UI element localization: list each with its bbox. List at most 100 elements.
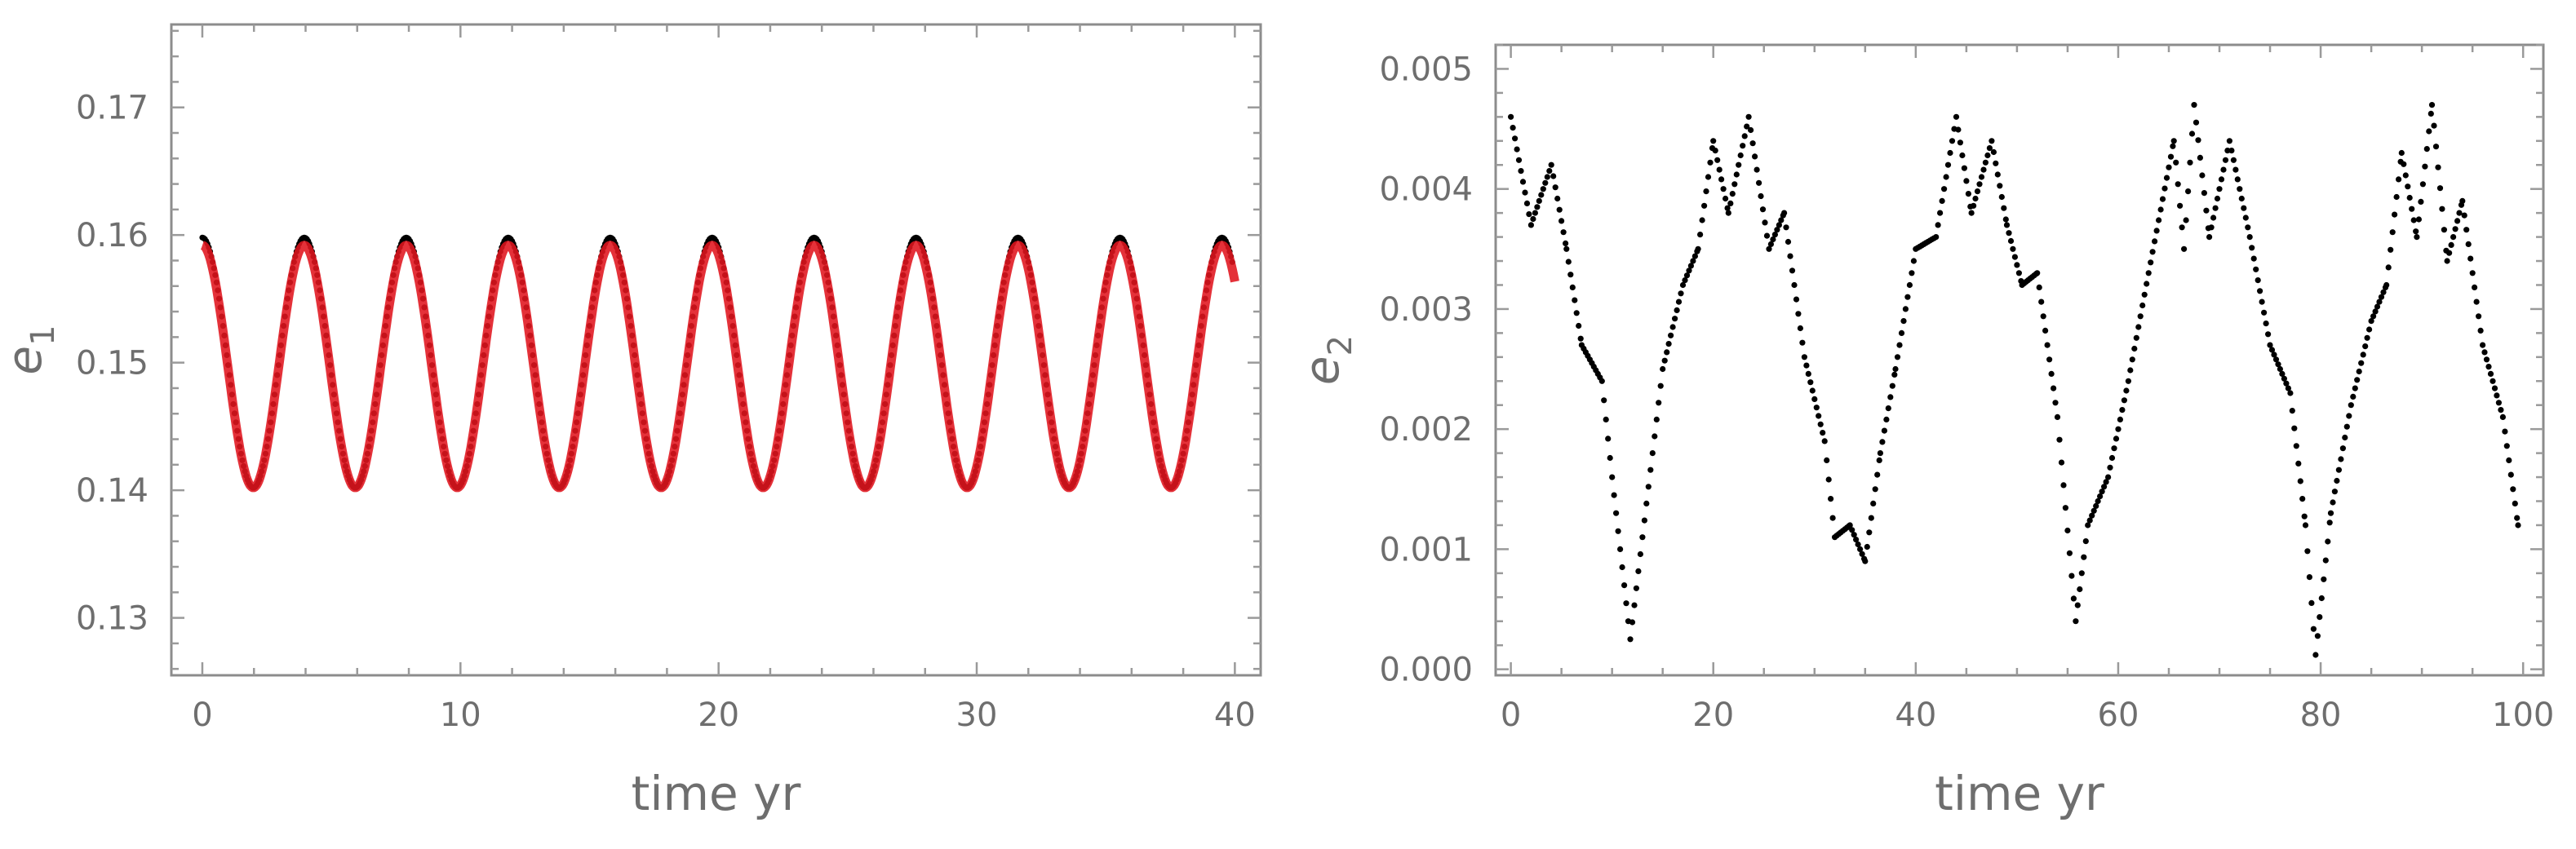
- data-point: [2427, 110, 2434, 117]
- data-point: [2148, 259, 2154, 266]
- data-point: [2376, 298, 2383, 305]
- data-point: [1957, 139, 1963, 146]
- data-point: [1752, 153, 1758, 160]
- data-point: [2011, 254, 2018, 260]
- data-point: [2220, 166, 2227, 173]
- data-point: [1795, 311, 1802, 317]
- data-point: [2246, 234, 2253, 241]
- data-point: [1619, 564, 1625, 571]
- data-point: [2512, 500, 2518, 507]
- data-point: [2185, 188, 2192, 195]
- data-point: [2494, 392, 2500, 399]
- data-point: [2257, 288, 2263, 294]
- data-point: [1723, 195, 1729, 202]
- data-point: [2074, 602, 2081, 608]
- data-point: [2415, 216, 2422, 223]
- data-point: [2272, 356, 2280, 363]
- data-point: [2302, 522, 2309, 528]
- data-point: [2006, 230, 2012, 237]
- data-point: [1629, 619, 1636, 626]
- data-point: [1725, 210, 1731, 216]
- data-point: [2177, 202, 2184, 209]
- data-point: [2419, 181, 2426, 188]
- data-point: [2001, 205, 2007, 211]
- data-point: [2015, 270, 2022, 276]
- chart-e1: 0 10 20 30 40 0.13 0.14 0.15 0.16 0.17 time yr e1: [0, 23, 1262, 821]
- data-point: [1993, 160, 1999, 166]
- x-tick-label: 0: [1501, 696, 1521, 734]
- data-point: [1910, 258, 1917, 264]
- y-tick-label: 0.005: [1379, 51, 1473, 88]
- data-point: [2099, 489, 2105, 495]
- data-point: [2418, 198, 2424, 205]
- data-point: [2060, 482, 2067, 489]
- data-point: [1538, 192, 1545, 198]
- data-point: [2483, 356, 2490, 363]
- data-point: [2385, 264, 2392, 271]
- data-point: [2167, 153, 2175, 160]
- data-point: [2279, 370, 2286, 377]
- data-point: [1548, 161, 1554, 168]
- data-point: [2002, 216, 2009, 223]
- data-point: [1767, 241, 1774, 247]
- data-point: [2073, 618, 2079, 625]
- data-point: [1607, 454, 1613, 462]
- data-point: [1567, 272, 1574, 278]
- data-point: [2480, 342, 2486, 348]
- data-point: [1576, 322, 1582, 329]
- data-point: [2459, 197, 2466, 204]
- data-point: [1665, 341, 1672, 347]
- data-point: [1793, 296, 1800, 303]
- data-point: [1776, 222, 1782, 228]
- data-point: [2250, 255, 2257, 262]
- data-point: [1617, 546, 1624, 553]
- data-point: [2153, 228, 2160, 234]
- data-point: [2152, 238, 2158, 245]
- data-point: [2426, 128, 2432, 135]
- data-point: [1937, 210, 1944, 216]
- data-point: [2431, 122, 2437, 129]
- data-point: [2317, 614, 2323, 621]
- data-point: [2326, 520, 2333, 526]
- data-point: [1805, 370, 1811, 377]
- data-point: [1649, 450, 1656, 457]
- data-point: [2406, 194, 2413, 201]
- data-point: [1789, 268, 1796, 274]
- x-tick-label: 60: [2098, 696, 2139, 734]
- data-point: [2089, 512, 2095, 519]
- data-point: [1637, 551, 1643, 558]
- data-point: [2368, 318, 2374, 325]
- data-point: [2161, 185, 2168, 192]
- data-point: [1774, 227, 1780, 233]
- data-point: [1573, 310, 1580, 316]
- data-point: [2366, 326, 2373, 333]
- data-point: [1898, 329, 1905, 336]
- data-point: [2149, 249, 2156, 255]
- data-point: [1534, 204, 1541, 210]
- data-point: [2224, 148, 2231, 154]
- data-point: [1855, 541, 1861, 548]
- data-point: [2095, 497, 2101, 505]
- data-point: [2507, 471, 2514, 478]
- data-point: [1968, 210, 1975, 216]
- data-point: [1877, 450, 1883, 457]
- data-point: [1744, 123, 1750, 130]
- data-point: [1523, 200, 1531, 206]
- data-point: [2335, 467, 2342, 473]
- data-point: [1565, 259, 1572, 265]
- data-point: [2510, 486, 2516, 493]
- data-point: [1653, 416, 1660, 422]
- data-point: [1868, 515, 1874, 521]
- data-point: [2334, 477, 2340, 484]
- data-point: [2135, 324, 2142, 330]
- plot-frame: [1494, 43, 2545, 677]
- data-point: [2208, 224, 2215, 231]
- data-point: [1522, 189, 1528, 196]
- data-point: [1829, 515, 1836, 521]
- data-point: [1809, 387, 1816, 394]
- data-point: [1758, 192, 1764, 200]
- data-point: [1778, 217, 1785, 223]
- data-point: [1864, 543, 1870, 551]
- data-point: [2212, 205, 2219, 211]
- data-point: [2469, 270, 2476, 276]
